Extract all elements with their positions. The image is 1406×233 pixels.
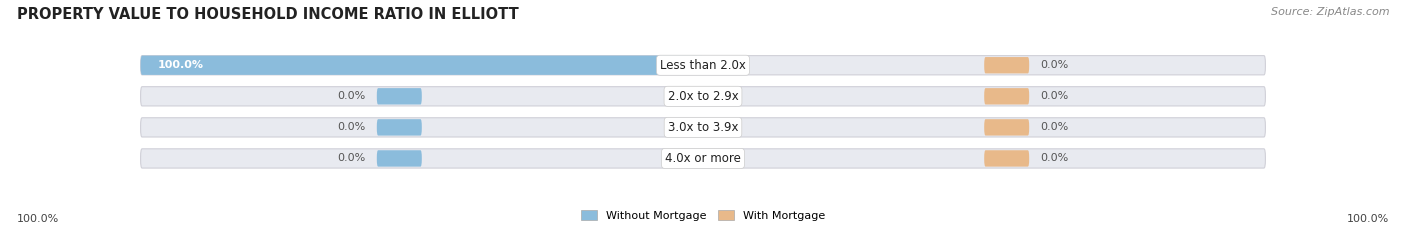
Text: 100.0%: 100.0% bbox=[1347, 214, 1389, 224]
FancyBboxPatch shape bbox=[984, 119, 1029, 136]
Text: 0.0%: 0.0% bbox=[1040, 154, 1069, 163]
Text: 0.0%: 0.0% bbox=[1040, 122, 1069, 132]
Text: 0.0%: 0.0% bbox=[1040, 60, 1069, 70]
Text: 100.0%: 100.0% bbox=[17, 214, 59, 224]
Text: Source: ZipAtlas.com: Source: ZipAtlas.com bbox=[1271, 7, 1389, 17]
FancyBboxPatch shape bbox=[377, 150, 422, 167]
FancyBboxPatch shape bbox=[984, 57, 1029, 73]
FancyBboxPatch shape bbox=[141, 118, 1265, 137]
FancyBboxPatch shape bbox=[141, 56, 1265, 75]
Text: 0.0%: 0.0% bbox=[337, 122, 366, 132]
Text: 2.0x to 2.9x: 2.0x to 2.9x bbox=[668, 90, 738, 103]
FancyBboxPatch shape bbox=[141, 56, 703, 75]
FancyBboxPatch shape bbox=[141, 87, 1265, 106]
Legend: Without Mortgage, With Mortgage: Without Mortgage, With Mortgage bbox=[576, 206, 830, 225]
Text: PROPERTY VALUE TO HOUSEHOLD INCOME RATIO IN ELLIOTT: PROPERTY VALUE TO HOUSEHOLD INCOME RATIO… bbox=[17, 7, 519, 22]
FancyBboxPatch shape bbox=[141, 149, 1265, 168]
Text: 0.0%: 0.0% bbox=[337, 91, 366, 101]
Text: 3.0x to 3.9x: 3.0x to 3.9x bbox=[668, 121, 738, 134]
Text: 0.0%: 0.0% bbox=[1040, 91, 1069, 101]
FancyBboxPatch shape bbox=[377, 88, 422, 104]
Text: Less than 2.0x: Less than 2.0x bbox=[659, 59, 747, 72]
Text: 100.0%: 100.0% bbox=[157, 60, 204, 70]
Text: 4.0x or more: 4.0x or more bbox=[665, 152, 741, 165]
Text: 0.0%: 0.0% bbox=[337, 154, 366, 163]
FancyBboxPatch shape bbox=[377, 119, 422, 136]
FancyBboxPatch shape bbox=[984, 150, 1029, 167]
FancyBboxPatch shape bbox=[984, 88, 1029, 104]
